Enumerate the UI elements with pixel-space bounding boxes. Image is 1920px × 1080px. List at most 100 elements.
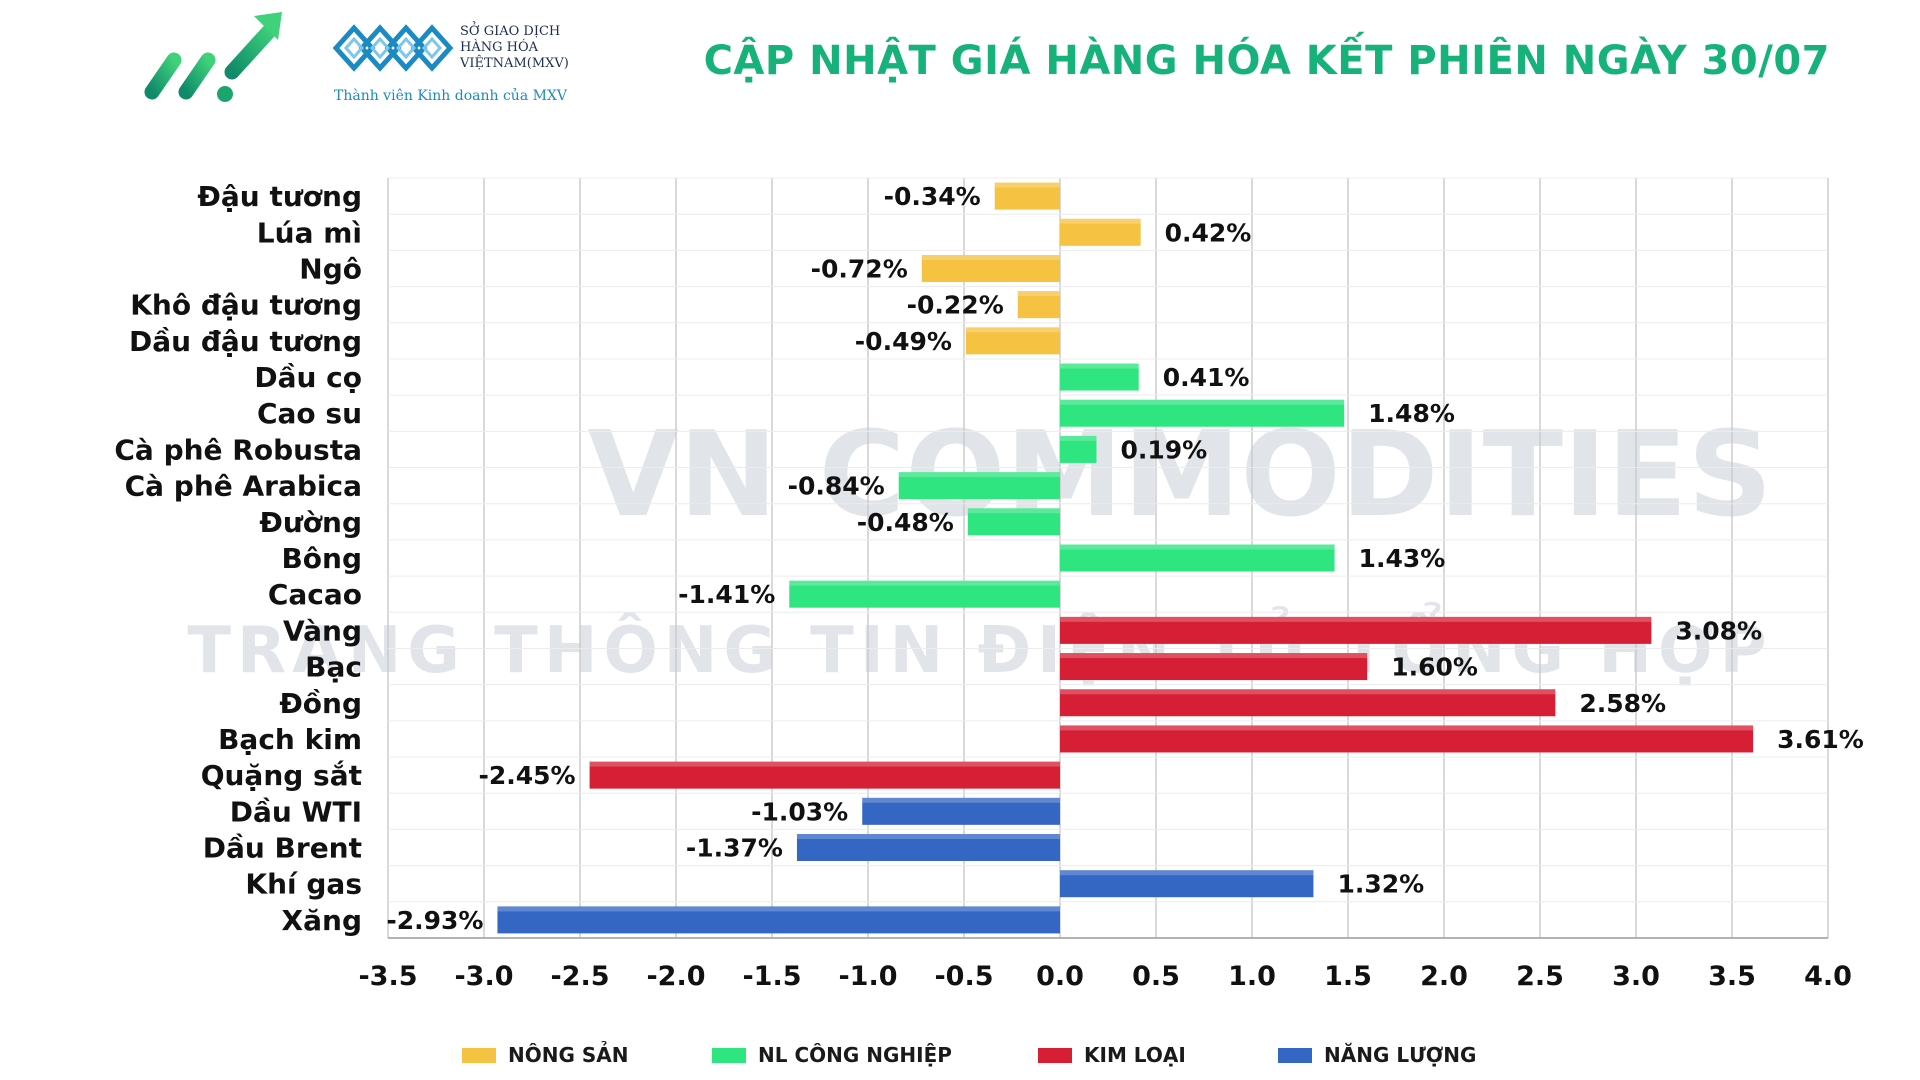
x-tick-label: 4.0	[1804, 961, 1852, 992]
data-label: -0.72%	[811, 254, 908, 283]
bar	[1060, 616, 1652, 644]
bar	[1060, 653, 1368, 681]
bar	[1060, 435, 1097, 463]
data-label: -0.49%	[855, 327, 952, 356]
bar-highlight	[1060, 725, 1754, 731]
category-label: Bạch kim	[218, 723, 362, 756]
bar-highlight	[1060, 870, 1314, 876]
legend: NÔNG SẢN NL CÔNG NGHIỆP KIM LOẠI NĂNG LƯ…	[0, 1040, 1920, 1070]
x-tick-label: -3.5	[358, 961, 417, 992]
x-tick-label: 0.5	[1132, 961, 1180, 992]
data-label: -1.03%	[751, 797, 848, 826]
category-label: Vàng	[283, 614, 362, 647]
bar-highlight	[1060, 689, 1556, 695]
x-tick-label: 2.5	[1516, 961, 1564, 992]
legend-item-nong-san: NÔNG SẢN	[462, 1040, 628, 1070]
data-label: 2.58%	[1579, 689, 1666, 718]
bar-highlight	[862, 797, 1060, 803]
bar-highlight	[967, 508, 1060, 514]
legend-label: NL CÔNG NGHIỆP	[758, 1043, 952, 1067]
bar	[796, 834, 1060, 862]
bar-highlight	[1060, 544, 1335, 550]
x-tick-label: -2.0	[646, 961, 705, 992]
data-label: 0.42%	[1165, 218, 1252, 247]
bar	[789, 580, 1060, 608]
mxv-tagline: Thành viên Kinh doanh của MXV	[334, 88, 568, 104]
bar-highlight	[1060, 653, 1368, 659]
bar-highlight	[497, 906, 1060, 912]
bar	[1017, 291, 1060, 319]
bar	[1060, 218, 1141, 246]
watermark-line2: TRANG THÔNG TIN ĐIỆN TỬ TỔNG HỢP	[187, 601, 1772, 688]
bar-highlight	[1060, 435, 1097, 441]
mxv-line1: SỞ GIAO DỊCH	[460, 24, 561, 39]
legend-swatch	[1038, 1047, 1072, 1063]
bar-highlight	[898, 472, 1060, 478]
category-label: Cacao	[268, 578, 362, 611]
legend-swatch	[712, 1047, 746, 1063]
bar-highlight	[921, 254, 1060, 260]
bar-highlight	[1060, 616, 1652, 622]
bar-highlight	[1060, 399, 1345, 405]
data-label: -2.93%	[386, 906, 483, 935]
bar-highlight	[994, 182, 1060, 188]
x-tick-label: -1.0	[838, 961, 897, 992]
bar-highlight	[965, 327, 1060, 333]
x-tick-label: 0.0	[1036, 961, 1084, 992]
category-label: Dầu Brent	[203, 832, 362, 865]
data-label: -1.37%	[686, 834, 783, 863]
data-label: -0.84%	[788, 472, 885, 501]
x-tick-label: -0.5	[934, 961, 993, 992]
category-label: Quặng sắt	[201, 759, 362, 792]
category-label: Cao su	[257, 397, 362, 430]
grid	[387, 177, 1829, 939]
mxv-name: SỞ GIAO DỊCH HÀNG HÓA VIỆTNAM(MXV)	[460, 24, 569, 72]
x-tick-label: -3.0	[454, 961, 513, 992]
x-tick-label: 3.0	[1612, 961, 1660, 992]
bar-highlight	[589, 761, 1060, 767]
legend-swatch	[462, 1047, 496, 1063]
data-label: 3.61%	[1777, 725, 1864, 754]
data-label: 3.08%	[1675, 616, 1762, 645]
bar	[1060, 689, 1556, 717]
category-label: Xăng	[282, 904, 362, 937]
x-tick-label: 3.5	[1708, 961, 1756, 992]
bar	[1060, 544, 1335, 572]
data-label: 1.32%	[1337, 870, 1424, 899]
category-label: Dầu đậu tương	[129, 325, 362, 358]
category-label: Dầu WTI	[230, 795, 362, 828]
bars	[497, 182, 1754, 934]
category-label: Đường	[259, 506, 362, 539]
data-label: -2.45%	[478, 761, 575, 790]
data-label: 1.43%	[1359, 544, 1446, 573]
bar-highlight	[789, 580, 1060, 586]
bar	[1060, 870, 1314, 898]
bar-highlight	[1060, 363, 1139, 369]
legend-label: KIM LOẠI	[1084, 1043, 1186, 1067]
watermark: VN COMMODITIES TRANG THÔNG TIN ĐIỆN TỬ T…	[187, 405, 1772, 688]
bar	[994, 182, 1060, 210]
category-label: Ngô	[299, 252, 362, 285]
data-label: 1.60%	[1391, 653, 1478, 682]
watermark-line1: VN COMMODITIES	[587, 405, 1772, 543]
legend-label: NĂNG LƯỢNG	[1324, 1043, 1477, 1067]
header: SỞ GIAO DỊCH HÀNG HÓA VIỆTNAM(MXV) Thành…	[0, 0, 1920, 130]
x-tick-label: 1.0	[1228, 961, 1276, 992]
category-label: Bạc	[305, 651, 362, 684]
data-label: 0.41%	[1163, 363, 1250, 392]
category-label: Đồng	[279, 687, 362, 720]
bar	[497, 906, 1060, 934]
bar	[589, 761, 1060, 789]
x-tick-label: -2.5	[550, 961, 609, 992]
bar	[921, 254, 1060, 282]
category-label: Lúa mì	[257, 216, 362, 249]
mxv-line3: VIỆTNAM(MXV)	[460, 56, 569, 71]
legend-label: NÔNG SẢN	[508, 1043, 629, 1067]
mxv-logo-icon	[332, 24, 454, 72]
category-label: Khí gas	[245, 868, 362, 901]
bar	[1060, 363, 1139, 391]
legend-item-kim-loai: KIM LOẠI	[1038, 1040, 1186, 1070]
legend-item-nl-cong-nghiep: NL CÔNG NGHIỆP	[712, 1040, 952, 1070]
data-label: -0.34%	[884, 182, 981, 211]
